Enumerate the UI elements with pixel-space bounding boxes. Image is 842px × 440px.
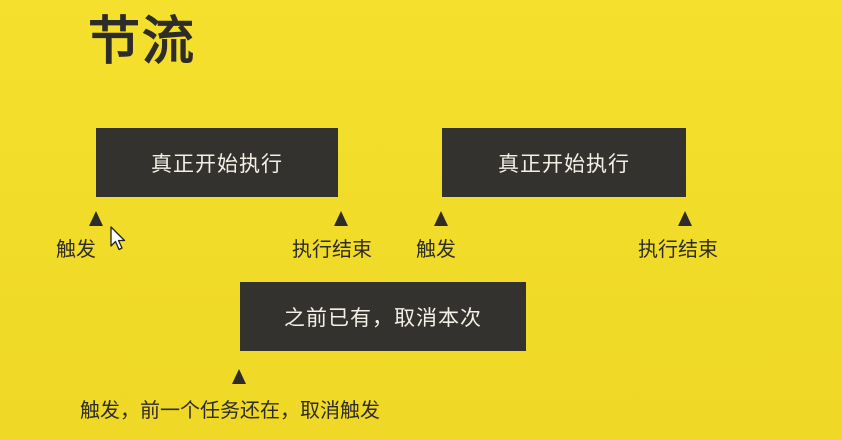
diagram-title: 节流 [88, 12, 197, 72]
trigger-marker-icon [232, 369, 246, 384]
execution-box-first: 真正开始执行 [96, 128, 338, 197]
end-label-first: 执行结束 [292, 237, 372, 261]
cancel-trigger-label: 触发，前一个任务还在，取消触发 [80, 398, 380, 422]
execution-box-second: 真正开始执行 [442, 128, 686, 197]
trigger-marker-icon [434, 211, 448, 226]
cancelled-execution-box: 之前已有，取消本次 [240, 282, 526, 351]
end-marker-icon [334, 211, 348, 226]
mouse-pointer-icon [110, 226, 126, 251]
end-label-second: 执行结束 [638, 237, 718, 261]
end-marker-icon [678, 211, 692, 226]
trigger-marker-icon [89, 211, 103, 226]
trigger-label-second: 触发 [416, 237, 456, 261]
trigger-label-first: 触发 [56, 237, 96, 261]
